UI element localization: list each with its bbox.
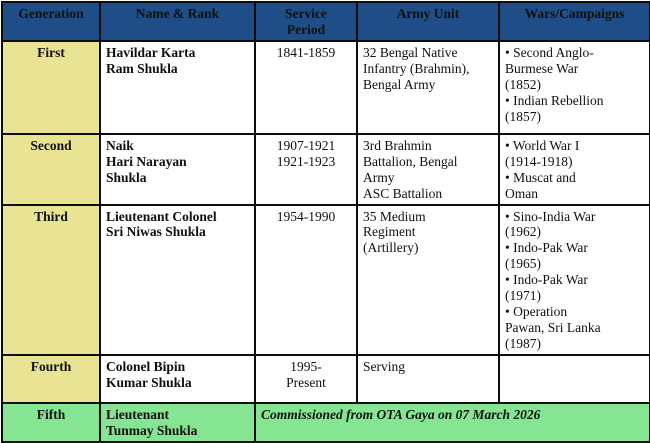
text-line: Battalion, Bengal	[363, 153, 458, 169]
text-line: (1965)	[505, 256, 541, 272]
cell-commissioning-note: Commissioned from OTA Gaya on 07 March 2…	[254, 401, 650, 443]
table-header: Generation Name & Rank Service Period Ar…	[1, 1, 650, 42]
cell-wars-campaigns	[498, 353, 650, 404]
text-line: (Artillery)	[363, 240, 419, 256]
cell-army-unit: 32 Bengal Native Infantry (Brahmin), Benga…	[356, 39, 500, 135]
cell-generation: First	[1, 39, 101, 135]
text-line: Colonel Bipin	[106, 358, 186, 374]
generation-label: Fifth	[36, 406, 66, 422]
cell-wars-campaigns: • Second Anglo- Burmese War (1852) • Indian…	[498, 39, 650, 135]
table-row: Fourth Colonel Bipin Kumar Shukla 1995- Pr…	[1, 353, 650, 404]
column-header-service-period-label: Service Period	[285, 6, 327, 37]
text-line: (1852)	[505, 76, 541, 92]
cell-generation: Fifth	[1, 401, 101, 443]
text-line: 1921-1923	[276, 153, 336, 169]
generation-label: Second	[30, 137, 72, 153]
cell-army-unit: Serving	[356, 353, 500, 404]
text-line: Oman	[505, 185, 538, 201]
text-line: Pawan, Sri Lanka	[505, 319, 601, 335]
bullet-line-item: • Muscat and	[505, 169, 576, 185]
table-body: First Havildar Karta Ram Shukla 1841-1859…	[1, 39, 650, 443]
text-line: Burmese War	[505, 60, 579, 76]
text-line: Kumar Shukla	[106, 374, 192, 390]
text-line: 1907-1921	[276, 137, 336, 153]
table-row: First Havildar Karta Ram Shukla 1841-1859…	[1, 39, 650, 135]
cell-name-rank: Naik Hari Narayan Shukla	[99, 132, 256, 206]
text-line: 32 Bengal Native	[363, 44, 458, 60]
cell-service-period: 1841-1859	[254, 39, 358, 135]
column-header-wars-campaigns-label: Wars/Campaigns	[524, 6, 625, 21]
text-line: Havildar Karta	[106, 44, 196, 60]
text-line: ASC Battalion	[363, 185, 443, 201]
text-line: Lieutenant	[106, 406, 170, 422]
cell-name-rank: Havildar Karta Ram Shukla	[99, 39, 256, 135]
text-line: Ram Shukla	[106, 60, 178, 76]
text-line: Naik	[106, 137, 134, 153]
text-line: 1995-	[290, 358, 322, 374]
column-header-service-period: Service Period	[254, 1, 358, 42]
cell-service-period: 1995- Present	[254, 353, 358, 404]
bullet-line-item: • Indian Rebellion	[505, 92, 604, 108]
bullet-line-item: • Sino-India War	[505, 208, 596, 224]
bullet-line-item: • Indo-Pak War	[505, 272, 588, 288]
cell-generation: Fourth	[1, 353, 101, 404]
text-line: (1857)	[505, 108, 541, 124]
text-line: Regiment	[363, 224, 416, 240]
text-line: Shukla	[106, 169, 147, 185]
cell-army-unit: 3rd Brahmin Battalion, Bengal Army ASC Batt…	[356, 132, 500, 206]
column-header-wars-campaigns: Wars/Campaigns	[498, 1, 650, 42]
column-header-name-rank: Name & Rank	[99, 1, 256, 42]
generation-label: Third	[34, 208, 68, 224]
table-row: Second Naik Hari Narayan Shukla 1907-1921 1…	[1, 132, 650, 206]
text-line: 1841-1859	[276, 44, 336, 60]
bullet-line-item: • Second Anglo-	[505, 44, 594, 60]
column-header-army-unit: Army Unit	[356, 1, 500, 42]
bullet-line-item: • Indo-Pak War	[505, 240, 588, 256]
cell-generation: Third	[1, 203, 101, 356]
text-line: (1962)	[505, 224, 541, 240]
cell-name-rank: Lieutenant Colonel Sri Niwas Shukla	[99, 203, 256, 356]
generation-label: Fourth	[30, 358, 72, 374]
text-line: Sri Niwas Shukla	[106, 224, 206, 240]
text-line: 35 Medium	[363, 208, 426, 224]
commissioning-note-text: Commissioned from OTA Gaya on 07 March 2…	[261, 406, 541, 422]
text-line: (1914-1918)	[505, 153, 573, 169]
cell-wars-campaigns: • Sino-India War (1962) • Indo-Pak War (196…	[498, 203, 650, 356]
text-line: Present	[286, 374, 326, 390]
cell-name-rank: Colonel Bipin Kumar Shukla	[99, 353, 256, 404]
text-line: (1987)	[505, 335, 541, 351]
text-line: 1954-1990	[276, 208, 336, 224]
bullet-line-item: • World War I	[505, 137, 580, 153]
column-header-name-rank-label: Name & Rank	[135, 6, 220, 21]
cell-service-period: 1907-1921 1921-1923	[254, 132, 358, 206]
text-line: Infantry (Brahmin),	[363, 60, 470, 76]
cell-service-period: 1954-1990	[254, 203, 358, 356]
column-header-army-unit-label: Army Unit	[396, 6, 460, 21]
text-line: Hari Narayan	[106, 153, 187, 169]
column-header-generation: Generation	[1, 1, 101, 42]
cell-generation: Second	[1, 132, 101, 206]
text-line: Serving	[363, 358, 405, 374]
cell-wars-campaigns: • World War I (1914-1918) • Muscat and Oman	[498, 132, 650, 206]
table-row: Third Lieutenant Colonel Sri Niwas Shukla…	[1, 203, 650, 356]
column-header-generation-label: Generation	[18, 6, 84, 21]
cell-army-unit: 35 Medium Regiment (Artillery)	[356, 203, 500, 356]
text-line: Army	[363, 169, 395, 185]
text-line: (1971)	[505, 288, 541, 304]
generation-label: First	[37, 44, 65, 60]
text-line: Lieutenant Colonel	[106, 208, 217, 224]
text-line: Bengal Army	[363, 76, 436, 92]
bullet-line-item: • Operation	[505, 304, 568, 320]
table-row-highlighted: Fifth Lieutenant Tunmay Shukla Commission…	[1, 401, 650, 443]
text-line: 3rd Brahmin	[363, 137, 432, 153]
text-line: Tunmay Shukla	[106, 422, 198, 438]
cell-name-rank: Lieutenant Tunmay Shukla	[99, 401, 256, 443]
table-header-row: Generation Name & Rank Service Period Ar…	[1, 1, 650, 42]
